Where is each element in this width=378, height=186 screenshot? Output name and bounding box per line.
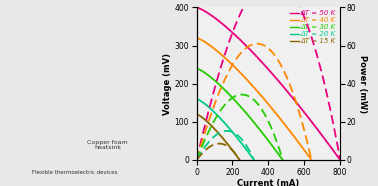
Text: Flexible thermoelectric devices: Flexible thermoelectric devices xyxy=(32,170,118,175)
X-axis label: Current (mA): Current (mA) xyxy=(237,179,299,186)
Y-axis label: Voltage (mV): Voltage (mV) xyxy=(163,53,172,115)
Legend: ΔT = 50 K, ΔT = 40 K, ΔT = 30 K, ΔT = 20 K, ΔT = 15 K: ΔT = 50 K, ΔT = 40 K, ΔT = 30 K, ΔT = 20… xyxy=(290,9,337,45)
Y-axis label: Power (mW): Power (mW) xyxy=(358,55,367,113)
Text: Copper foam
heatsink: Copper foam heatsink xyxy=(87,140,128,150)
